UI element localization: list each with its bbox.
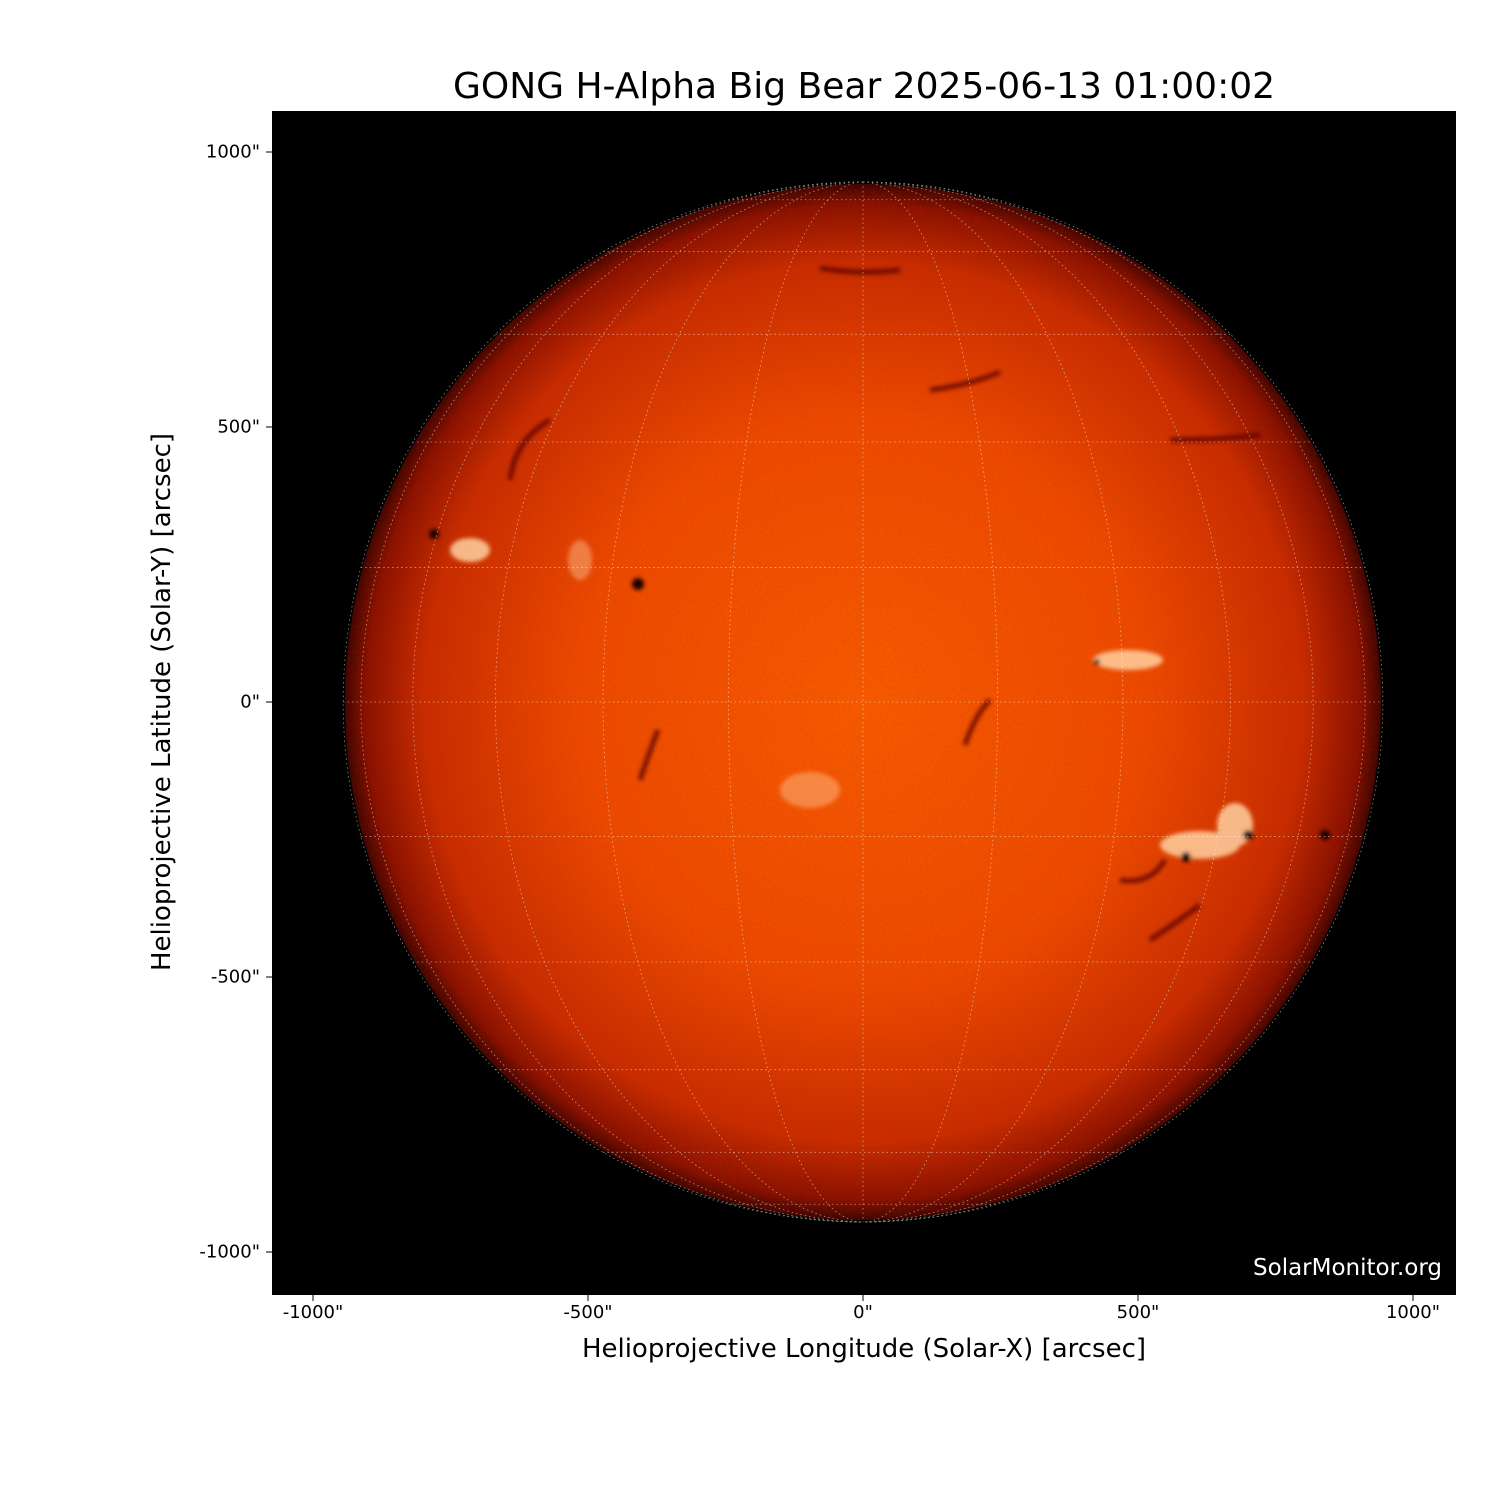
y-tick-label: -500" [210,966,260,988]
filaments [507,265,1261,943]
y-tick-label: 1000" [205,141,260,163]
x-tick-label: 1000" [1385,1302,1441,1323]
longitude-line [342,181,864,1223]
x-tick-label: -1000" [282,1302,344,1323]
axis-ticks [266,151,1414,1301]
longitude-line [862,181,1384,1223]
longitude-line [728,181,864,1223]
longitude-line [494,181,864,1223]
x-tick-label: -500" [563,1302,613,1323]
watermark: SolarMonitor.org [1253,1255,1442,1281]
x-tick-label: 0" [853,1302,873,1323]
plot-title: GONG H-Alpha Big Bear 2025-06-13 01:00:0… [452,66,1276,107]
coordinate-grid [342,181,1384,1223]
y-tick-label: 500" [217,416,260,438]
y-axis-label: Helioprojective Latitude (Solar-Y) [arcs… [147,432,177,972]
plage-regions [450,538,1253,859]
y-tick-label: 0" [240,691,260,713]
y-tick-label: -1000" [199,1241,260,1263]
x-tick-label: 500" [1116,1302,1160,1323]
longitude-line [862,181,1232,1223]
x-axis-label: Helioprojective Longitude (Solar-X) [arc… [581,1334,1147,1364]
longitude-line [862,181,998,1223]
